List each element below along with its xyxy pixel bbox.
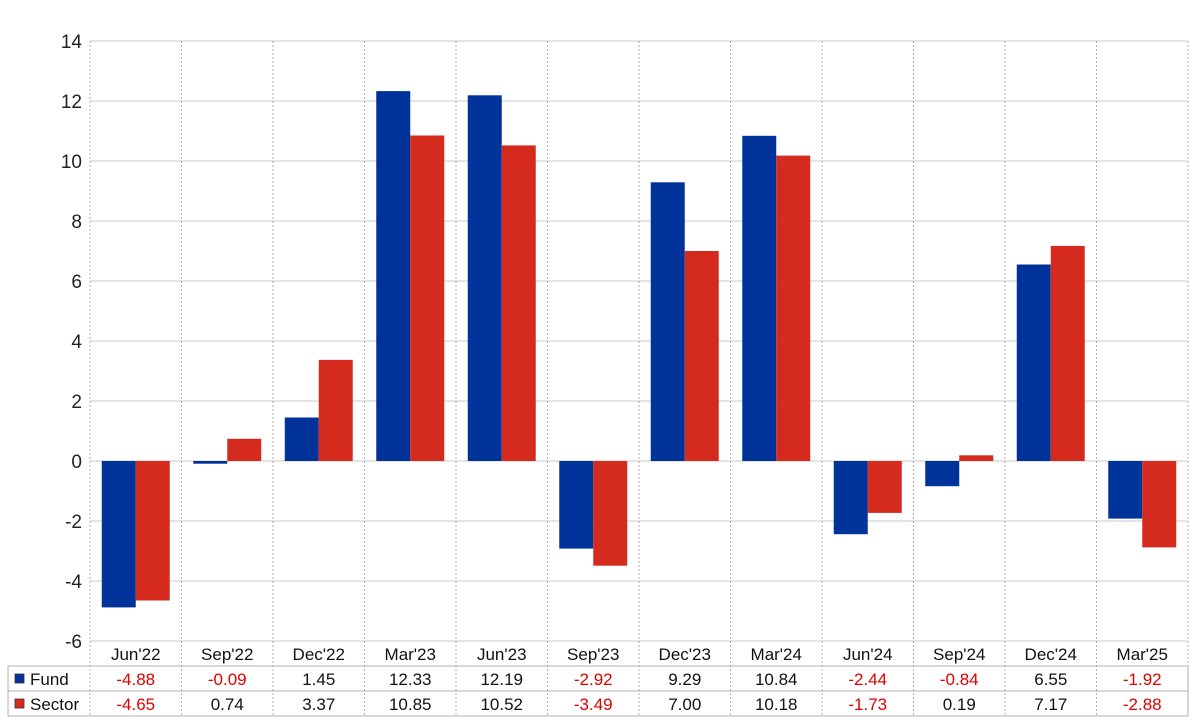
bar-sector [867,461,902,513]
data-label-sector: -2.88 [1123,695,1162,714]
data-label-fund: 1.45 [302,670,335,689]
grid-lines [89,40,1189,716]
bar-fund [742,135,777,462]
bar-sector [1050,245,1085,461]
data-label-sector: 0.74 [211,695,244,714]
data-label-fund: 9.29 [668,670,701,689]
data-label-fund: -0.84 [940,670,979,689]
category-label: Mar'23 [385,645,436,664]
category-label: Mar'24 [751,645,802,664]
data-label-fund: -4.88 [116,670,155,689]
bar-sector [135,461,170,601]
bar-fund [284,417,319,461]
bar-sector [318,359,353,461]
y-tick-label: -6 [65,632,82,653]
y-tick-label: -2 [65,512,82,533]
data-label-sector: 7.17 [1034,695,1067,714]
data-label-fund: -2.92 [574,670,613,689]
series-name-sector: Sector [30,695,79,714]
category-label: Jun'22 [111,645,161,664]
data-label-fund: -2.44 [848,670,887,689]
bar-sector [501,145,536,461]
y-tick-label: -4 [65,572,82,593]
bar-fund [559,461,594,549]
bar-fund [467,95,502,462]
category-label: Sep'22 [201,645,253,664]
y-tick-label: 14 [61,32,83,53]
bar-sector [227,438,262,461]
data-label-sector: 10.52 [480,695,523,714]
y-tick-label: 8 [71,212,82,233]
y-tick-label: 12 [61,92,82,113]
category-label: Dec'23 [659,645,711,664]
bar-fund [925,461,960,487]
data-table: Jun'22 Sep'22 Dec'22 Mar'23 Jun'23 Sep'23 Dec'… [7,645,1189,717]
category-label: Jun'24 [843,645,893,664]
data-label-fund: 12.33 [389,670,432,689]
data-label-sector: 7.00 [668,695,701,714]
data-label-sector: -1.73 [848,695,887,714]
bar-fund [650,182,685,462]
category-label: Dec'24 [1025,645,1077,664]
bar-sector [593,461,628,566]
data-label-fund: -0.09 [208,670,247,689]
bar-sector [410,135,445,461]
bar-fund [1108,461,1143,519]
legend-swatch-sector [14,698,25,709]
bar-fund [376,91,411,461]
bar-fund [193,461,228,464]
data-label-fund: 6.55 [1034,670,1067,689]
bar-sector [1142,461,1177,548]
category-label: Dec'22 [293,645,345,664]
bar-sector [959,455,994,461]
bar-fund [833,461,868,535]
y-tick-label: 6 [71,272,82,293]
bar-fund [101,461,136,608]
y-tick-label: 4 [71,332,82,353]
data-label-fund: -1.92 [1123,670,1162,689]
series-name-fund: Fund [30,670,69,689]
data-label-sector: 10.18 [755,695,798,714]
data-label-sector: 10.85 [389,695,432,714]
category-label: Jun'23 [477,645,527,664]
bar-sector [776,155,811,461]
category-label: Sep'23 [567,645,619,664]
data-label-sector: 0.19 [943,695,976,714]
bar-sector [684,251,719,461]
data-label-sector: 3.37 [302,695,335,714]
y-tick-label: 0 [71,452,82,473]
y-tick-label: 10 [61,152,82,173]
y-axis: -6 -4 -2 0 2 4 6 8 10 12 14 [61,32,83,653]
legend-swatch-fund [14,673,25,684]
category-label: Sep'24 [933,645,985,664]
bar-fund [1016,264,1051,461]
data-label-sector: -4.65 [116,695,155,714]
category-label: Mar'25 [1117,645,1168,664]
bars [101,91,1177,608]
data-label-fund: 10.84 [755,670,798,689]
y-tick-label: 2 [71,392,82,413]
data-label-fund: 12.19 [480,670,523,689]
data-label-sector: -3.49 [574,695,613,714]
